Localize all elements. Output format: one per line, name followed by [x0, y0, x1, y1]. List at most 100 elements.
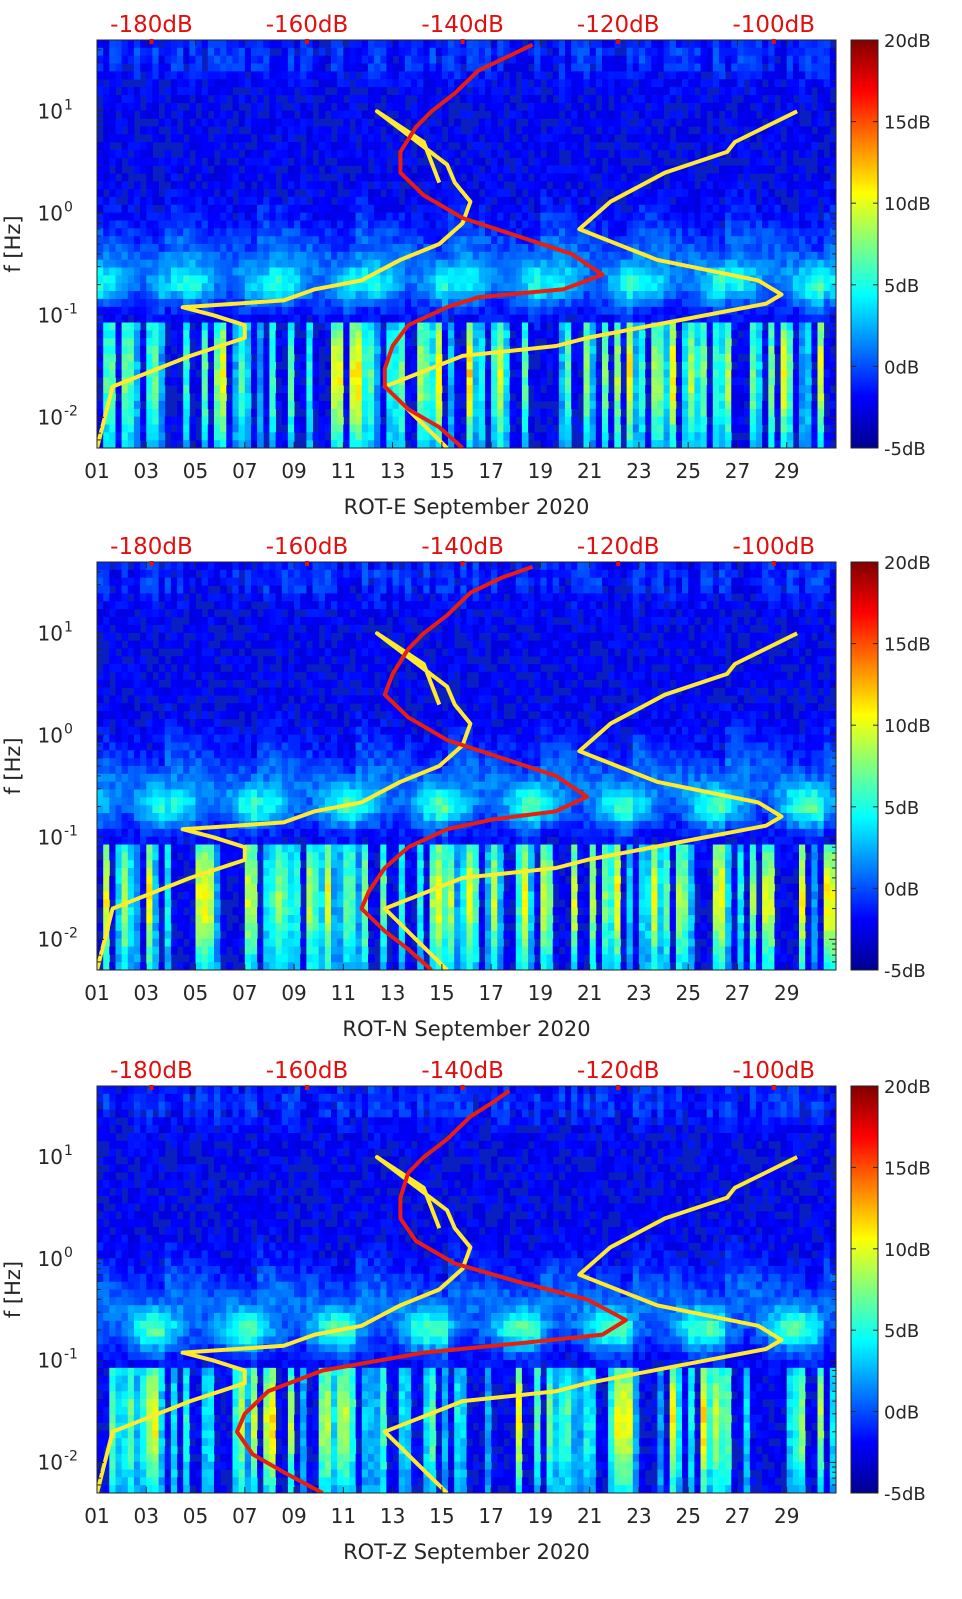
- spectrogram-cell: [688, 79, 695, 88]
- spectrogram-cell: [183, 40, 190, 49]
- spectrogram-cell: [294, 338, 301, 347]
- spectrogram-cell: [694, 291, 701, 300]
- spectrogram-cell: [768, 126, 775, 135]
- spectrogram-cell: [133, 149, 141, 158]
- spectrogram-cell: [220, 275, 227, 284]
- spectrogram-cell: [324, 291, 332, 300]
- spectrogram-cell: [552, 212, 560, 221]
- spectrogram-cell: [195, 385, 203, 394]
- spectrogram-cell: [158, 157, 166, 166]
- spectrogram-cell: [694, 275, 701, 284]
- spectrogram-cell: [337, 377, 344, 386]
- spectrogram-cell: [244, 181, 252, 190]
- spectrogram-cell: [626, 322, 634, 331]
- spectrogram-cell: [460, 71, 467, 80]
- spectrogram-cell: [558, 298, 566, 308]
- spectrogram-cell: [380, 157, 387, 166]
- spectrogram-cell: [294, 181, 301, 190]
- spectrogram-cell: [608, 322, 615, 331]
- spectrogram-cell: [306, 259, 313, 268]
- spectrogram-cell: [152, 134, 159, 143]
- spectrogram-cell: [725, 424, 732, 433]
- spectrogram-cell: [343, 353, 350, 362]
- spectrogram-cell: [478, 322, 486, 331]
- spectrogram-cell: [127, 71, 135, 80]
- spectrogram-cell: [485, 71, 492, 80]
- spectrogram-cell: [509, 259, 517, 268]
- spectrogram-cell: [214, 244, 221, 253]
- spectrogram-cell: [620, 283, 628, 292]
- spectrogram-cell: [164, 173, 172, 182]
- spectrogram-cell: [645, 189, 652, 198]
- spectrogram-cell: [712, 110, 720, 119]
- spectrogram-cell: [583, 157, 591, 166]
- spectrogram-cell: [392, 251, 400, 260]
- spectrogram-cell: [700, 283, 708, 292]
- spectrogram-cell: [515, 212, 523, 221]
- spectrogram-cell: [638, 400, 646, 410]
- spectrogram-cell: [638, 102, 646, 111]
- spectrogram-cell: [546, 236, 554, 245]
- spectrogram-cell: [565, 55, 572, 64]
- spectrogram-cell: [731, 322, 738, 331]
- spectrogram-cell: [103, 314, 110, 323]
- spectrogram-cell: [207, 47, 215, 56]
- spectrogram-cell: [712, 424, 720, 433]
- spectrogram-cell: [688, 110, 695, 119]
- spectrogram-cell: [503, 204, 510, 213]
- spectrogram-cell: [121, 432, 129, 441]
- spectrogram-cell: [534, 291, 541, 300]
- spectrogram-cell: [183, 314, 190, 323]
- spectrogram-cell: [97, 212, 104, 221]
- spectrogram-cell: [269, 322, 276, 331]
- spectrogram-cell: [528, 71, 535, 80]
- spectrogram-cell: [632, 212, 640, 221]
- spectrogram-cell: [355, 149, 363, 158]
- spectrogram-cell: [472, 377, 480, 386]
- spectrogram-cell: [164, 424, 172, 433]
- spectrogram-cell: [207, 393, 215, 402]
- spectrogram-cell: [645, 283, 652, 292]
- spectrogram-cell: [682, 149, 689, 158]
- spectrogram-cell: [774, 283, 781, 292]
- spectrogram-cell: [324, 267, 332, 276]
- spectrogram-cell: [762, 346, 769, 355]
- spectrogram-cell: [565, 346, 572, 355]
- spectrogram-cell: [429, 181, 437, 190]
- spectrogram-cell: [546, 259, 554, 268]
- spectrogram-cell: [515, 330, 523, 339]
- spectrogram-cell: [700, 306, 708, 315]
- spectrogram-cell: [749, 291, 757, 300]
- spectrogram-cell: [244, 314, 252, 323]
- spectrogram-cell: [491, 228, 498, 237]
- spectrogram-cell: [626, 47, 634, 56]
- spectrogram-cell: [700, 330, 708, 339]
- spectrogram-cell: [768, 377, 775, 386]
- spectrogram-cell: [220, 126, 227, 135]
- spectrogram-cell: [109, 47, 116, 56]
- spectrogram-cell: [651, 416, 658, 425]
- spectrogram-cell: [398, 63, 406, 72]
- spectrogram-cell: [620, 291, 628, 300]
- spectrogram-cell: [201, 416, 209, 425]
- spectrogram-cell: [731, 267, 738, 276]
- spectrogram-cell: [719, 40, 726, 49]
- spectrogram-cell: [275, 330, 283, 339]
- spectrogram-cell: [195, 189, 203, 198]
- spectrogram-cell: [694, 204, 701, 213]
- spectrogram-cell: [719, 212, 726, 221]
- spectrogram-cell: [170, 236, 178, 245]
- spectrogram-cell: [645, 55, 652, 64]
- spectrogram-cell: [651, 94, 658, 104]
- spectrogram-cell: [392, 102, 400, 111]
- spectrogram-cell: [275, 157, 283, 166]
- spectrogram-cell: [398, 353, 406, 362]
- spectrogram-cell: [361, 134, 369, 143]
- spectrogram-cell: [374, 173, 381, 182]
- spectrogram-cell: [164, 87, 172, 96]
- spectrogram-cell: [454, 165, 461, 174]
- spectrogram-cell: [127, 283, 135, 292]
- spectrogram-cell: [743, 118, 751, 127]
- spectrogram-cell: [528, 298, 535, 308]
- spectrogram-cell: [429, 322, 437, 331]
